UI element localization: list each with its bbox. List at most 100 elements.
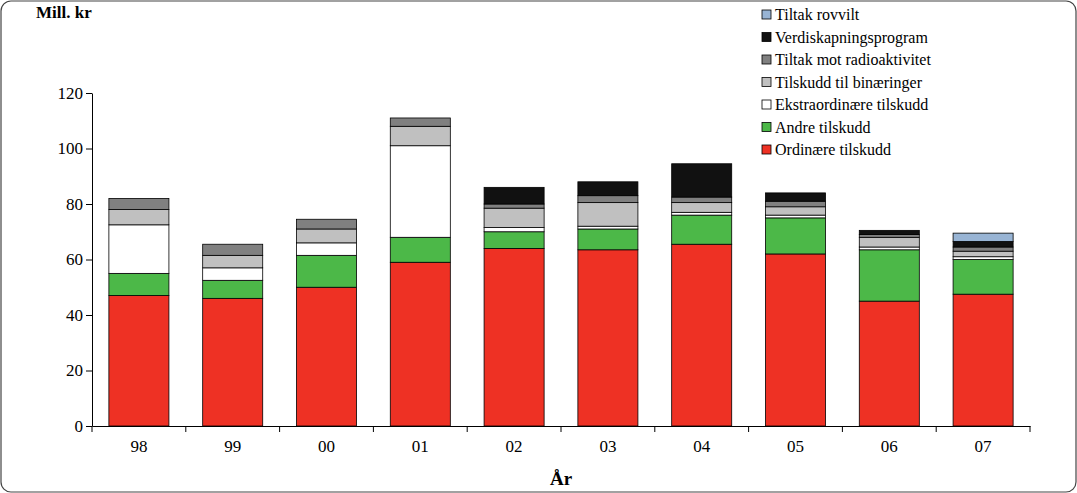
x-axis-title: År bbox=[550, 468, 573, 489]
bar-segment bbox=[203, 244, 263, 255]
x-tick-label: 05 bbox=[787, 437, 804, 456]
series bbox=[953, 233, 1013, 241]
bar-segment bbox=[859, 235, 919, 238]
bar-segment bbox=[859, 250, 919, 301]
bar-segment bbox=[109, 296, 169, 426]
bar-segment bbox=[484, 187, 544, 188]
x-divider bbox=[936, 426, 937, 432]
y-tick-mark bbox=[86, 204, 92, 205]
x-divider bbox=[92, 426, 93, 432]
legend-item: Tiltak rovvilt bbox=[762, 6, 860, 23]
x-tick-label: 99 bbox=[224, 437, 241, 456]
legend-item: Andre tilskudd bbox=[762, 119, 871, 136]
y-tick-label: 120 bbox=[58, 84, 84, 103]
y-tick-label: 0 bbox=[75, 417, 84, 436]
bar-segment bbox=[203, 298, 263, 426]
y-tick-label: 80 bbox=[66, 195, 83, 214]
legend-label: Ordinære tilskudd bbox=[775, 141, 891, 158]
legend-swatch bbox=[762, 33, 771, 42]
bar-segment bbox=[109, 225, 169, 274]
x-divider bbox=[561, 426, 562, 432]
y-tick: 0 bbox=[75, 417, 93, 436]
bar-segment bbox=[203, 244, 263, 245]
bar-segment bbox=[765, 201, 825, 207]
y-tick-label: 100 bbox=[58, 139, 84, 158]
x-tick: 04 bbox=[693, 426, 711, 456]
bar-segment bbox=[953, 251, 1013, 257]
bar-segment bbox=[484, 228, 544, 232]
legend-item: Verdiskapningsprogram bbox=[762, 29, 928, 47]
bar-segment bbox=[672, 215, 732, 244]
x-tick-label: 06 bbox=[881, 437, 898, 456]
chart: 02040608010012098990001020304050607Mill.… bbox=[0, 0, 1077, 493]
y-tick-mark bbox=[86, 371, 92, 372]
legend-label: Tilskudd til binæringer bbox=[775, 74, 923, 92]
bars bbox=[109, 118, 1013, 426]
x-divider bbox=[467, 426, 468, 432]
bar-segment bbox=[390, 118, 450, 126]
bar-segment bbox=[953, 241, 1013, 247]
bar-segment bbox=[296, 219, 356, 220]
x-tick-label: 04 bbox=[693, 437, 711, 456]
legend-swatch bbox=[762, 100, 771, 109]
series bbox=[109, 146, 1013, 281]
legend-swatch bbox=[762, 78, 771, 87]
bar-segment bbox=[672, 163, 732, 164]
x-tick: 02 bbox=[506, 426, 523, 456]
series bbox=[109, 244, 1013, 426]
x-divider bbox=[748, 426, 749, 432]
x-tick: 98 bbox=[130, 426, 147, 456]
bar-segment bbox=[578, 203, 638, 227]
legend-item: Ordinære tilskudd bbox=[762, 141, 891, 158]
bar-segment bbox=[765, 254, 825, 426]
y-tick: 60 bbox=[66, 250, 92, 269]
series bbox=[109, 215, 1013, 301]
legend-swatch bbox=[762, 55, 771, 64]
y-tick-label: 20 bbox=[66, 361, 83, 380]
bar-segment bbox=[203, 255, 263, 267]
legend: Tiltak rovvilt Verdiskapningsprogram Tilta… bbox=[762, 6, 931, 158]
y-tick-mark bbox=[86, 93, 92, 94]
x-tick: 00 bbox=[318, 426, 335, 456]
bar-segment bbox=[109, 210, 169, 225]
y-tick: 100 bbox=[58, 139, 93, 158]
bar-segment bbox=[578, 181, 638, 182]
bar-segment bbox=[672, 164, 732, 197]
bar-segment bbox=[296, 287, 356, 426]
bar-segment bbox=[859, 247, 919, 250]
bar-segment bbox=[578, 229, 638, 250]
frame bbox=[1, 1, 1076, 492]
legend-label: Verdiskapningsprogram bbox=[775, 29, 928, 47]
x-tick: 06 bbox=[881, 426, 898, 456]
bar-segment bbox=[578, 250, 638, 426]
bar-segment bbox=[390, 262, 450, 426]
x-tick-label: 03 bbox=[599, 437, 616, 456]
legend-item: Tiltak mot radioaktivitet bbox=[762, 51, 931, 68]
x-tick-label: 02 bbox=[506, 437, 523, 456]
x-divider bbox=[279, 426, 280, 432]
x-tick: 05 bbox=[787, 426, 804, 456]
y-tick-label: 40 bbox=[66, 306, 83, 325]
bar-segment bbox=[859, 230, 919, 231]
bar-segment bbox=[484, 208, 544, 227]
legend-label: Andre tilskudd bbox=[775, 119, 871, 136]
bar-segment bbox=[672, 244, 732, 426]
x-tick-label: 00 bbox=[318, 437, 335, 456]
bar-segment bbox=[296, 243, 356, 255]
bar-segment bbox=[109, 198, 169, 199]
y-tick: 80 bbox=[66, 195, 92, 214]
y-tick: 40 bbox=[66, 306, 92, 325]
y-tick-mark bbox=[86, 149, 92, 150]
bar-segment bbox=[390, 117, 450, 118]
bar-segment bbox=[484, 187, 544, 204]
x-tick: 03 bbox=[599, 426, 616, 456]
legend-label: Tiltak mot radioaktivitet bbox=[775, 51, 931, 68]
bar-segment bbox=[765, 215, 825, 218]
x-divider bbox=[654, 426, 655, 432]
y-tick-mark bbox=[86, 426, 92, 427]
bar-segment bbox=[672, 197, 732, 203]
y-tick-mark bbox=[86, 315, 92, 316]
x-divider bbox=[1030, 426, 1031, 432]
bar-segment bbox=[296, 229, 356, 243]
bar-segment bbox=[578, 182, 638, 196]
